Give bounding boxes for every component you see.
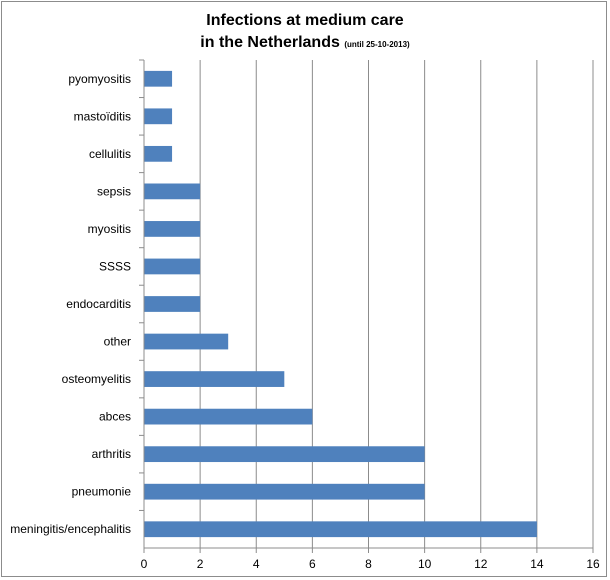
category-label: abces: [99, 410, 131, 424]
category-label: cellulitis: [89, 147, 131, 161]
chart-title-line-2: in the Netherlands (until 25-10-2013): [0, 32, 610, 56]
chart-title-line-1: Infections at medium care: [206, 12, 404, 29]
bar: [144, 70, 173, 87]
bar: [144, 296, 201, 312]
x-tick-label: 8: [365, 557, 372, 571]
bars: [144, 70, 537, 538]
bar: [144, 483, 425, 500]
category-label: sepsis: [97, 184, 131, 198]
category-label: myositis: [88, 222, 131, 236]
gridlines: [143, 60, 594, 553]
category-label: pyomyositis: [68, 72, 131, 86]
chart-title: Infections at medium care in the Netherl…: [0, 10, 610, 56]
category-label: pneumonie: [72, 485, 132, 499]
x-tick-label: 6: [309, 557, 316, 571]
bar: [144, 371, 285, 387]
x-tick-label: 12: [474, 557, 488, 571]
category-label: endocarditis: [66, 297, 131, 311]
bar: [144, 145, 173, 162]
category-label: other: [104, 335, 131, 349]
bar: [144, 183, 201, 200]
x-tick-label: 10: [418, 557, 432, 571]
bar: [144, 446, 425, 463]
bar: [144, 258, 201, 275]
bar: [144, 221, 201, 237]
x-tick-label: 2: [197, 557, 204, 571]
tick-labels: 0 2 4 6 8 10 12 14 16: [141, 557, 600, 571]
x-tick-label: 14: [530, 557, 544, 571]
axes: [139, 59, 593, 549]
x-tick-label: 4: [253, 557, 260, 571]
bar: [144, 333, 229, 350]
x-tick-label: 16: [586, 557, 600, 571]
bar: [144, 408, 313, 425]
x-tick-label: 0: [141, 557, 148, 571]
category-labels: meningitis/encephalitis pneumonie arthriti…: [10, 72, 131, 536]
category-label: osteomyelitis: [62, 372, 131, 386]
bar: [144, 108, 173, 125]
bar: [144, 521, 537, 538]
chart-subtitle: (until 25-10-2013): [344, 40, 410, 49]
category-label: mastoïditis: [74, 109, 131, 123]
category-label: arthritis: [92, 447, 131, 461]
category-label: meningitis/encephalitis: [10, 522, 131, 536]
category-label: SSSS: [99, 259, 131, 273]
chart-title-line-2-text: in the Netherlands: [200, 34, 340, 51]
